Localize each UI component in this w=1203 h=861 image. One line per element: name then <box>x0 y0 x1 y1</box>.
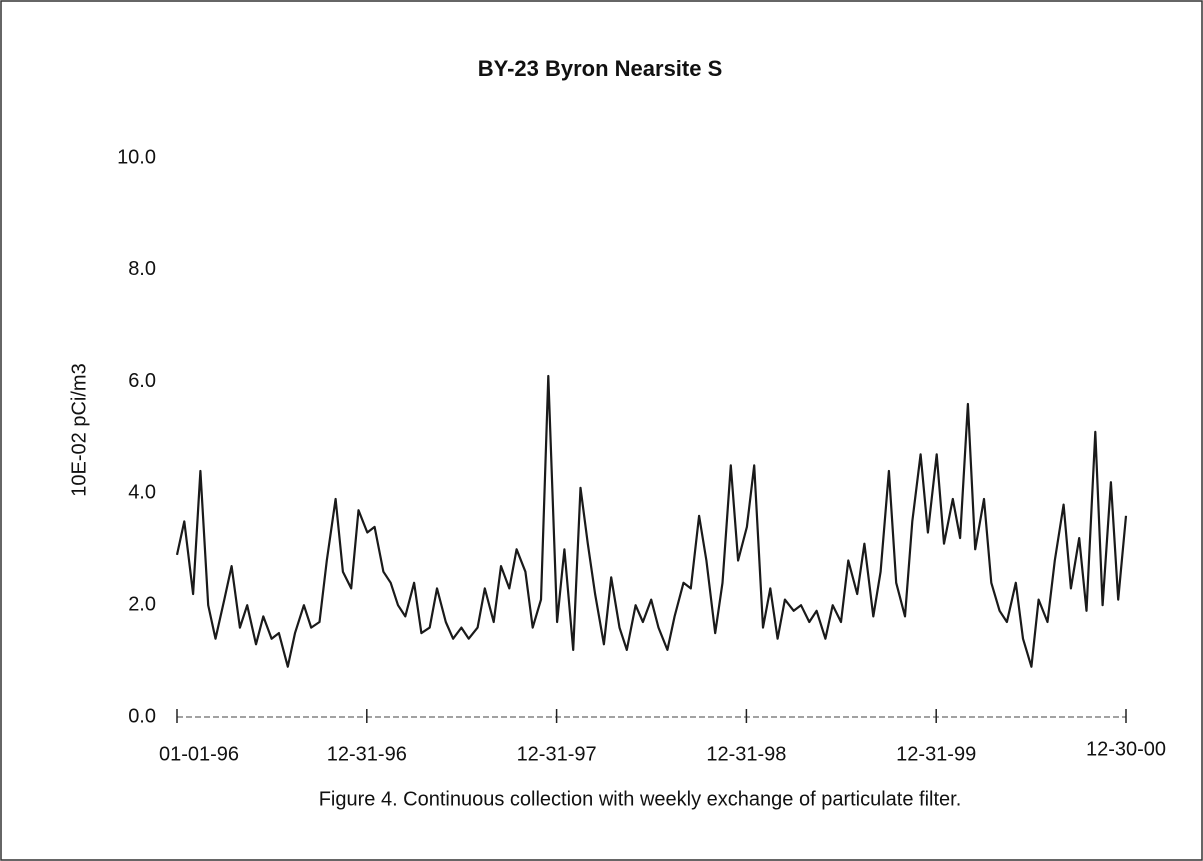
x-tick-label: 12-30-00 <box>1086 738 1166 760</box>
y-tick-label: 10.0 <box>117 146 156 168</box>
x-tick-label: 01-01-96 <box>159 743 239 765</box>
y-tick-label: 2.0 <box>128 593 156 615</box>
y-axis-label: 10E-02 pCi/m3 <box>68 363 90 496</box>
y-tick-label: 0.0 <box>128 705 156 727</box>
y-tick-label: 6.0 <box>128 370 156 392</box>
chart-title: BY-23 Byron Nearsite S <box>478 56 723 81</box>
y-tick-label: 4.0 <box>128 482 156 504</box>
data-line <box>175 374 1128 668</box>
x-tick-label: 12-31-96 <box>327 743 407 765</box>
y-tick-label: 8.0 <box>128 258 156 280</box>
x-tick-label: 12-31-97 <box>517 743 597 765</box>
x-tick-label: 12-31-99 <box>896 743 976 765</box>
caption: Figure 4. Continuous collection with wee… <box>319 788 962 810</box>
x-tick-label: 12-31-98 <box>706 743 786 765</box>
